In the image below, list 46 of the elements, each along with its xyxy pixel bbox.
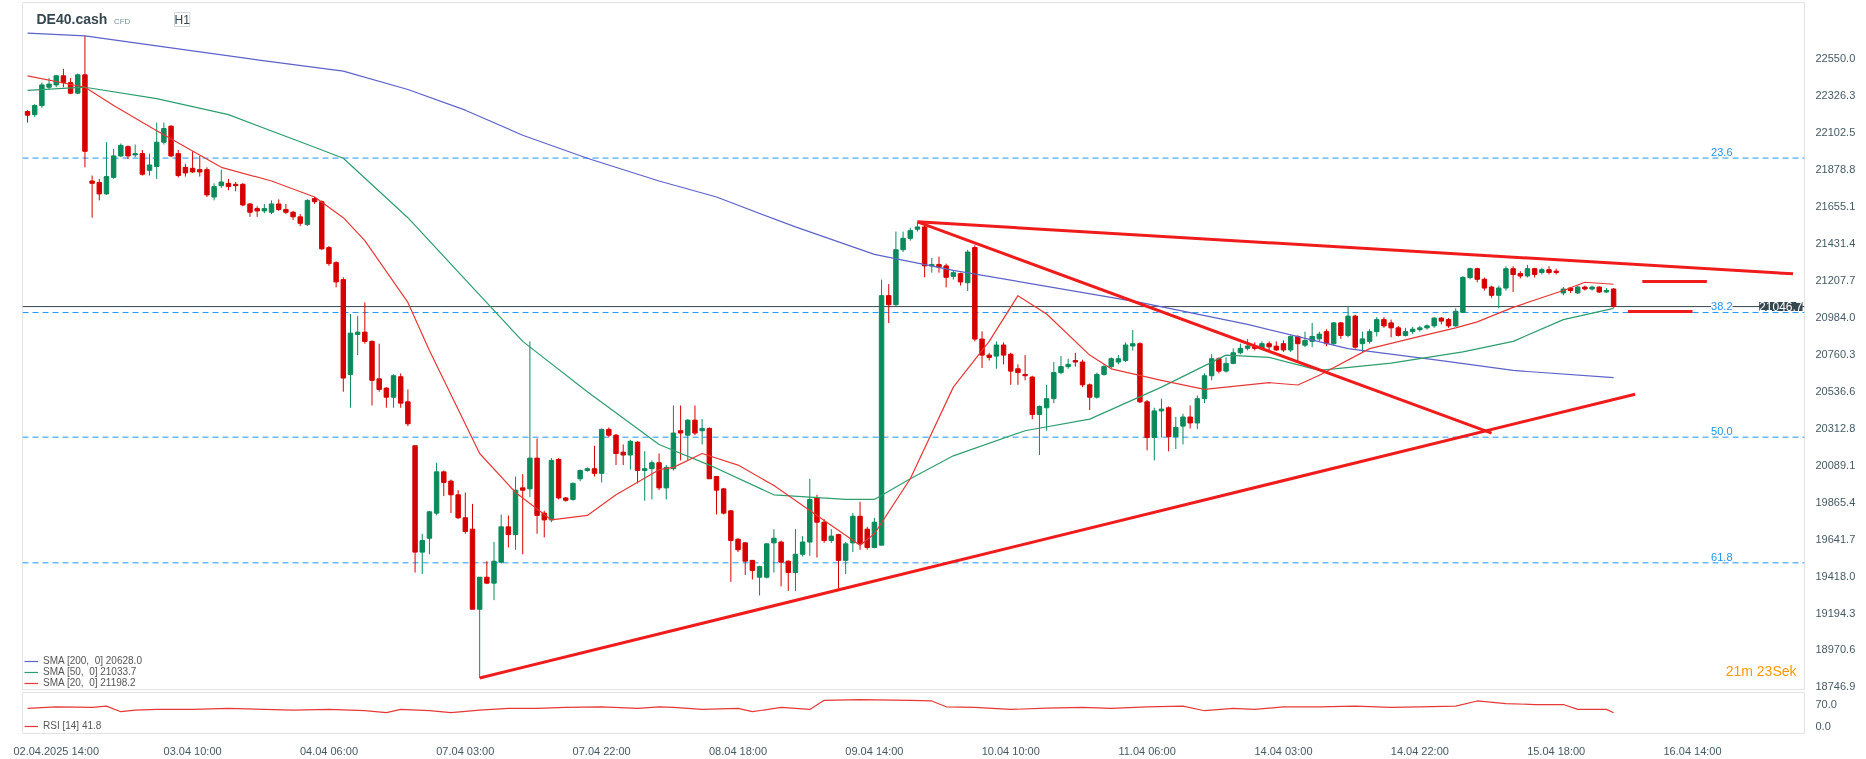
- y-tick-label: 22550.0: [1815, 52, 1856, 65]
- x-tick-label: 02.04.2025 14:00: [13, 744, 100, 757]
- x-tick-label: 14.04 03:00: [1254, 744, 1313, 757]
- y-tick-label: 19865.4: [1815, 495, 1856, 508]
- y-tick-label: 20536.6: [1815, 384, 1856, 397]
- y-tick-label: 21878.8: [1815, 163, 1856, 176]
- x-tick-label: 07.04 03:00: [436, 744, 495, 757]
- annotation: 21m 23Sek: [1725, 662, 1798, 679]
- y-tick-label: 22326.3: [1815, 89, 1856, 102]
- y-tick-label: 21655.1: [1815, 200, 1856, 213]
- annotation: 38.2: [1711, 300, 1733, 313]
- text: DE40.cash: [36, 10, 108, 27]
- y-tick-label: 21431.4: [1815, 237, 1856, 250]
- x-tick-label: 10.04 10:00: [981, 744, 1040, 757]
- y-tick-label: 18970.6: [1815, 643, 1856, 656]
- y-tick-label: 21207.7: [1815, 274, 1856, 286]
- annotation: H1: [174, 12, 191, 27]
- y-tick-label: 20984.0: [1815, 310, 1856, 323]
- annotation: 50.0: [1711, 425, 1733, 438]
- x-tick-label: 16.04 14:00: [1663, 744, 1722, 757]
- x-tick-label: 15.04 18:00: [1527, 744, 1586, 757]
- y-tick-label: 0.0: [1815, 720, 1831, 733]
- annotation: 61.8: [1711, 550, 1733, 563]
- text: CFD: [113, 16, 131, 26]
- y-tick-label: 19641.7: [1815, 532, 1856, 545]
- y-tick-label: 20312.8: [1815, 421, 1856, 434]
- legend-label: SMA [200, 0] 20628.0: [43, 655, 142, 666]
- y-tick-label: 20760.3: [1815, 347, 1856, 360]
- series-label: RSI [14] 41.8: [43, 720, 102, 731]
- y-tick-label: 20089.1: [1815, 458, 1856, 471]
- y-tick-label: 22102.5: [1815, 126, 1856, 139]
- x-tick-label: 14.04 22:00: [1390, 744, 1449, 757]
- y-tick-label: 19418.0: [1815, 569, 1856, 582]
- legend-label: SMA [50, 0] 21033.7: [43, 666, 137, 677]
- y-tick-label: 70.0: [1815, 697, 1837, 710]
- x-tick-label: 04.04 06:00: [299, 744, 359, 757]
- x-tick-label: 07.04 22:00: [572, 744, 631, 757]
- y-tick-label: 19194.3: [1815, 606, 1856, 619]
- x-tick-label: 08.04 18:00: [708, 744, 768, 757]
- ref-line-label: 21046.7: [1759, 300, 1803, 315]
- x-tick-label: 09.04 14:00: [845, 744, 904, 757]
- legend-label: SMA [20, 0] 21198.2: [43, 677, 136, 688]
- x-tick-label: 03.04 10:00: [163, 744, 222, 757]
- x-tick-label: 11.04 06:00: [1118, 744, 1176, 757]
- annotation: 23.6: [1711, 146, 1733, 159]
- y-tick-label: 18746.9: [1815, 680, 1856, 693]
